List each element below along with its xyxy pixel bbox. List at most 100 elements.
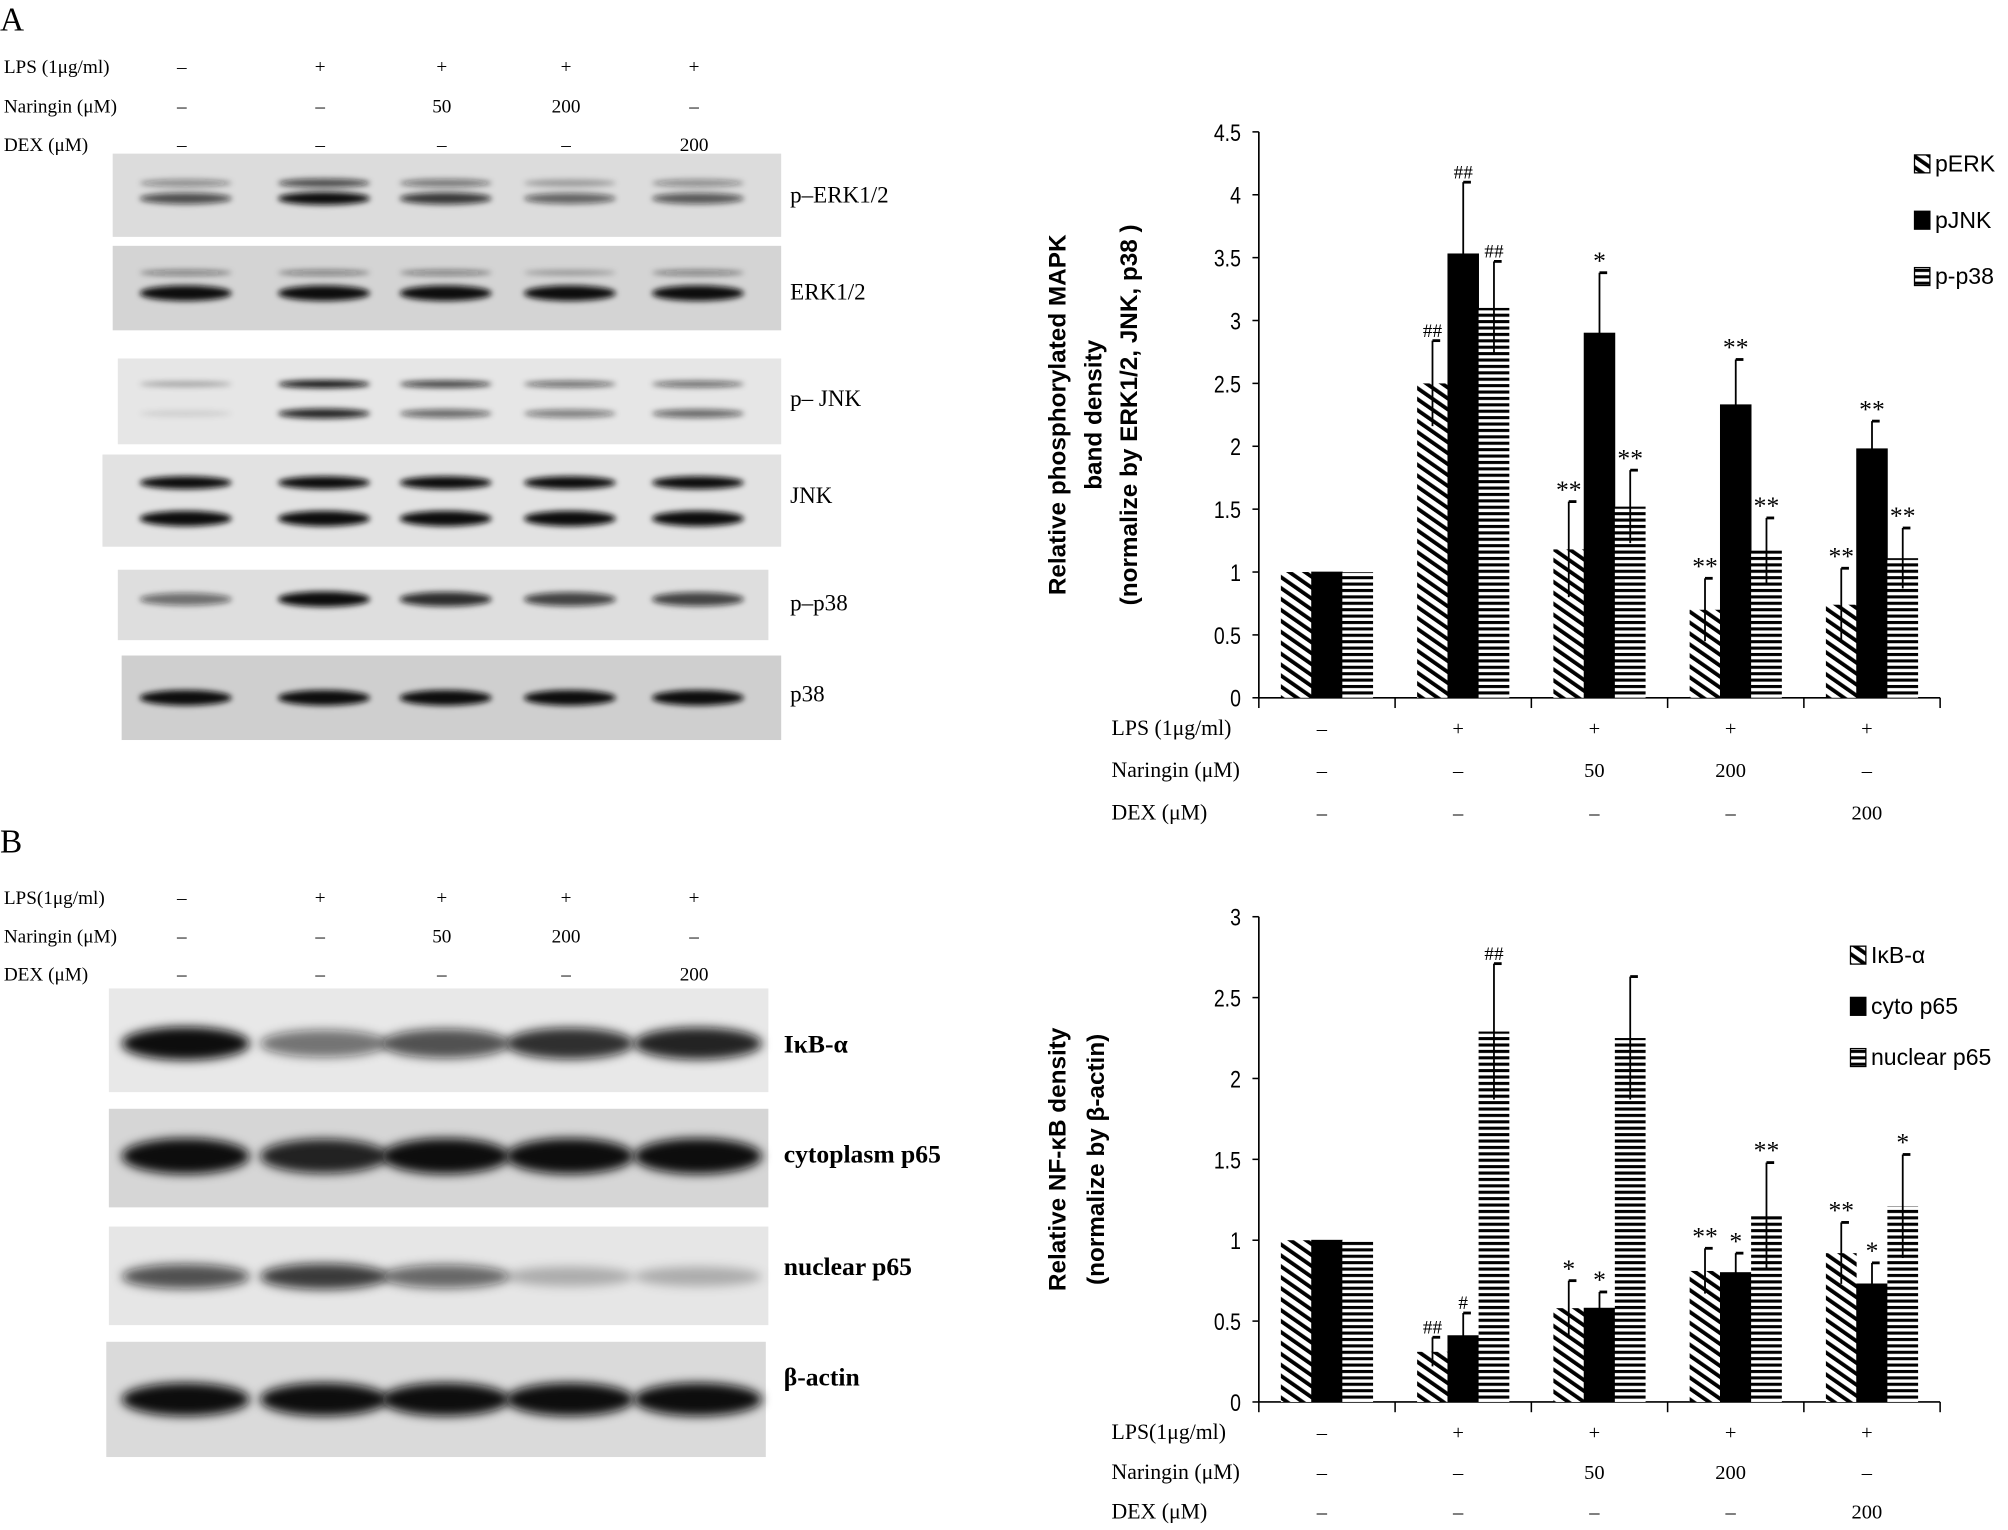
condition-value: + — [689, 888, 700, 909]
protein-band — [381, 1028, 510, 1059]
y-tick-label: 0 — [1230, 1389, 1241, 1417]
condition-value: – — [1316, 1462, 1328, 1484]
legend-label: p-p38 — [1935, 263, 1994, 289]
condition-value: – — [1316, 718, 1328, 740]
blot-background — [117, 358, 782, 445]
protein-band — [139, 381, 232, 387]
condition-label: Naringin (μM) — [1112, 1460, 1240, 1484]
protein-band — [139, 285, 232, 301]
condition-value: 200 — [552, 926, 581, 947]
condition-value: – — [1588, 1501, 1600, 1523]
protein-band — [139, 476, 232, 490]
condition-value: – — [1316, 802, 1328, 824]
protein-band — [399, 178, 492, 188]
protein-band — [399, 690, 492, 706]
significance-mark: ** — [1828, 1196, 1854, 1225]
significance-mark: ** — [1617, 443, 1643, 472]
protein-band — [523, 476, 616, 490]
condition-value: 200 — [1852, 802, 1883, 824]
panel-b-label: B — [0, 824, 22, 861]
condition-value: – — [1452, 1501, 1464, 1523]
significance-mark: ** — [1692, 1221, 1718, 1250]
condition-value: + — [1452, 718, 1464, 740]
protein-band — [399, 192, 492, 205]
condition-value: 200 — [1715, 1462, 1746, 1484]
protein-band — [651, 269, 745, 276]
blot-label: nuclear p65 — [784, 1252, 912, 1281]
blot-strip — [112, 153, 782, 237]
condition-value: + — [315, 57, 326, 78]
protein-band — [399, 285, 492, 301]
blot-strip — [112, 245, 782, 331]
legend-swatch — [1913, 154, 1931, 174]
protein-band — [505, 1266, 634, 1287]
significance-mark: ** — [1859, 394, 1885, 423]
bar-i-b- — [1280, 1240, 1312, 1402]
condition-label: LPS (1μg/ml) — [1112, 716, 1232, 740]
protein-band — [505, 1138, 634, 1175]
significance-mark: * — [1562, 1254, 1575, 1283]
protein-band — [651, 179, 745, 187]
y-tick-label: 4.5 — [1214, 119, 1241, 147]
bar-p-p38 — [1342, 572, 1374, 698]
condition-value: + — [1589, 718, 1601, 740]
legend-swatch — [1913, 266, 1931, 287]
condition-value: – — [436, 965, 447, 986]
panel-a-condition-table: LPS (1μg/ml) – + + + + Naringin (μM) – – 50 200 – DE… — [4, 57, 709, 156]
significance-mark: ** — [1890, 501, 1916, 530]
blot-strip — [108, 1108, 769, 1208]
protein-band — [399, 510, 492, 527]
protein-band — [259, 1029, 389, 1058]
protein-band — [651, 690, 745, 706]
protein-band — [651, 192, 745, 204]
significance-mark: ## — [1454, 162, 1474, 183]
blot-background — [102, 454, 782, 547]
significance-mark: ** — [1692, 551, 1718, 580]
condition-value: – — [1452, 1462, 1464, 1484]
protein-band — [523, 380, 616, 388]
protein-band — [523, 179, 616, 187]
protein-band — [259, 1138, 389, 1174]
condition-label: DEX (μM) — [4, 965, 88, 986]
blot-strip — [106, 1341, 766, 1458]
protein-band — [399, 591, 492, 607]
significance-mark: ** — [1723, 333, 1749, 362]
protein-band — [277, 408, 371, 419]
legend-label: nuclear p65 — [1871, 1044, 1991, 1070]
bar-perk — [1280, 572, 1312, 698]
significance-mark: * — [1729, 1226, 1742, 1255]
significance-mark: * — [1593, 246, 1606, 275]
y-tick-label: 1 — [1230, 559, 1241, 587]
y-axis-label: (normalize by ERK1/2, JNK, p38 ) — [1116, 224, 1143, 605]
condition-value: – — [560, 135, 571, 156]
condition-value: + — [689, 57, 700, 78]
blot-label: β-actin — [784, 1362, 860, 1391]
protein-band — [523, 193, 616, 204]
condition-value: – — [176, 965, 187, 986]
protein-band — [139, 510, 232, 527]
legend-label: cyto p65 — [1871, 993, 1958, 1019]
significance-mark: ** — [1754, 491, 1780, 520]
y-tick-label: 3 — [1230, 307, 1241, 335]
condition-value: 200 — [680, 135, 709, 156]
y-tick-label: 4 — [1230, 182, 1241, 210]
protein-band — [277, 178, 371, 188]
protein-band — [259, 1382, 389, 1417]
protein-band — [277, 380, 371, 388]
legend-label: pERK — [1935, 151, 1996, 177]
blot-label: cytoplasm p65 — [784, 1140, 941, 1169]
significance-mark: ** — [1828, 541, 1854, 570]
condition-label: Naringin (μM) — [4, 926, 117, 947]
bar-perk — [1417, 383, 1448, 698]
protein-band — [399, 269, 492, 276]
protein-band — [505, 1027, 634, 1060]
condition-label: Naringin (μM) — [4, 97, 117, 118]
protein-band — [651, 592, 745, 607]
condition-value: + — [315, 888, 326, 909]
significance-mark: # — [1458, 1293, 1468, 1314]
condition-value: – — [560, 965, 571, 986]
significance-mark: ** — [1556, 475, 1582, 504]
condition-value: – — [1452, 802, 1464, 824]
condition-value: + — [561, 57, 572, 78]
protein-band — [381, 1138, 510, 1175]
